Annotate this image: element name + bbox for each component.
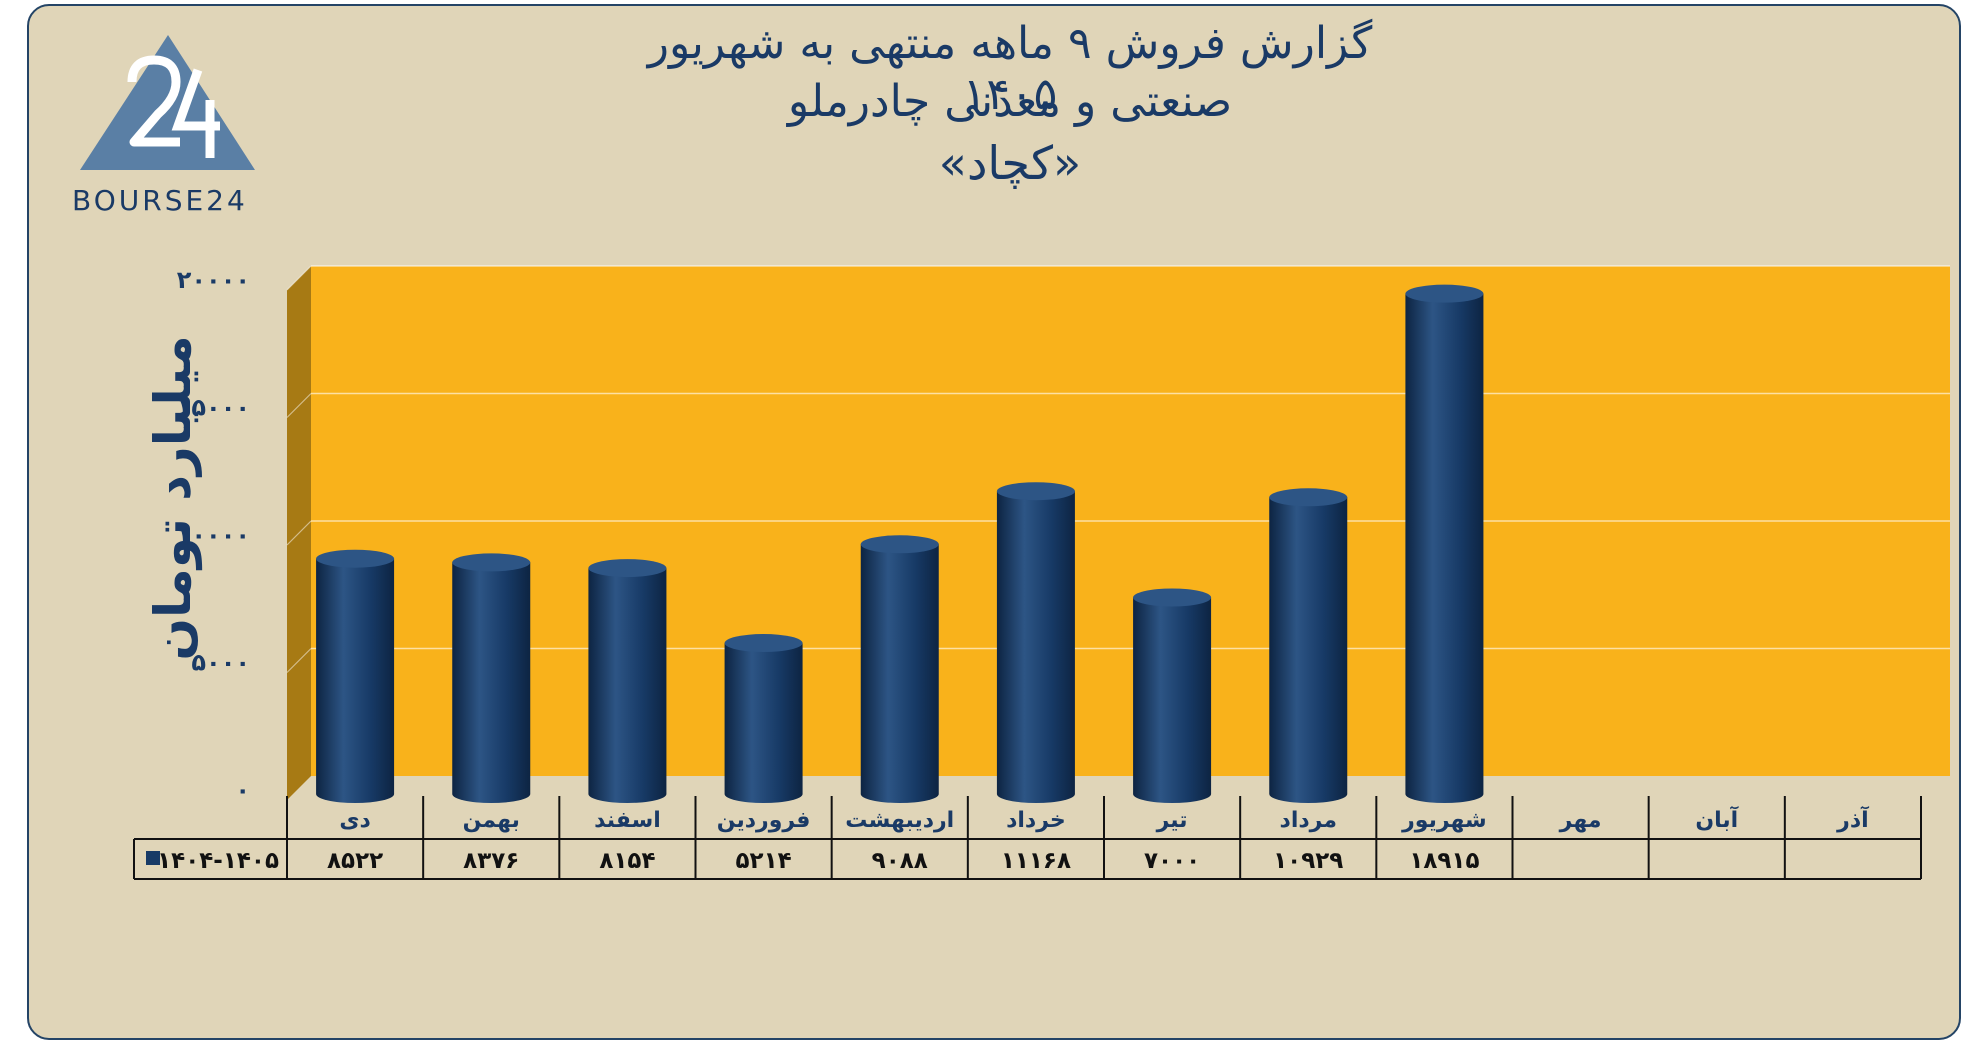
data-label: ۹۰۸۸ xyxy=(872,848,928,874)
gridline-side xyxy=(286,648,312,673)
y-tick-label: ۰ xyxy=(235,776,250,804)
x-tick-label: اردیبهشت xyxy=(845,808,954,833)
chart-title: گزارش فروش ۹ ماهه منتهی به شهریور ۱۴۰۵ xyxy=(647,18,1373,120)
bar-top xyxy=(1133,588,1212,607)
logo-digit-4 xyxy=(171,68,220,158)
bar xyxy=(860,544,939,803)
bar-top xyxy=(316,549,395,568)
x-tick-label: آذر xyxy=(1836,805,1869,833)
x-tick-label: اسفند xyxy=(594,808,661,833)
bourse24-logo-icon xyxy=(80,35,255,170)
x-tick-label: تیر xyxy=(1156,808,1188,833)
bar xyxy=(452,562,531,803)
data-label: ۱۱۱۶۸ xyxy=(1001,848,1071,874)
y-axis-label: میلیارد تومان xyxy=(144,335,203,660)
bar xyxy=(1405,293,1484,803)
bar-top xyxy=(1405,284,1484,303)
bar xyxy=(724,643,803,803)
x-tick-label: فروردین xyxy=(717,808,811,833)
bar xyxy=(1133,597,1212,803)
legend-swatch xyxy=(146,851,160,865)
bar xyxy=(996,491,1075,803)
data-label: ۸۳۷۶ xyxy=(463,848,519,874)
gridline-side xyxy=(286,265,312,291)
bar xyxy=(316,558,395,803)
data-label: ۱۰۹۲۹ xyxy=(1273,848,1343,874)
bar xyxy=(1269,497,1348,803)
y-tick-label: ۲۰۰۰۰ xyxy=(177,266,250,294)
bar xyxy=(588,568,667,803)
bar-top xyxy=(860,535,939,554)
logo-digit-2 xyxy=(127,55,181,147)
y-tick-label: ۵۰۰۰ xyxy=(191,649,250,677)
bar-top xyxy=(996,482,1075,501)
x-tick-label: آبان xyxy=(1695,805,1738,833)
chart-ticker: «کچاد» xyxy=(938,136,1082,190)
bar-top xyxy=(1269,488,1348,507)
x-tick-label: خرداد xyxy=(1006,808,1066,833)
data-label: ۸۱۵۴ xyxy=(599,848,655,874)
x-tick-label: دی xyxy=(339,808,370,833)
data-label: ۸۵۲۲ xyxy=(327,848,383,874)
gridline-side xyxy=(286,520,312,546)
bar-top xyxy=(452,553,531,572)
bar-top xyxy=(724,634,803,653)
data-label: ۱۸۹۱۵ xyxy=(1409,848,1479,874)
x-tick-label: مرداد xyxy=(1280,808,1337,833)
data-label: ۷۰۰۰ xyxy=(1144,848,1200,874)
chart-subtitle: صنعتی و معدنی چادرملو xyxy=(787,76,1233,127)
gridline-side xyxy=(286,393,312,418)
data-label: ۵۲۱۴ xyxy=(736,848,792,874)
x-tick-label: شهریور xyxy=(1401,808,1487,833)
y-tick-label: ۱۵۰۰۰ xyxy=(177,394,250,422)
legend-entry: ۱۴۰۴-۱۴۰۵ xyxy=(157,848,279,874)
x-tick-label: بهمن xyxy=(463,808,520,833)
x-tick-label: مهر xyxy=(1559,808,1602,833)
logo-text: BOURSE24 xyxy=(72,184,248,217)
bar-top xyxy=(588,559,667,578)
y-tick-label: ۱۰۰۰۰ xyxy=(177,521,250,549)
